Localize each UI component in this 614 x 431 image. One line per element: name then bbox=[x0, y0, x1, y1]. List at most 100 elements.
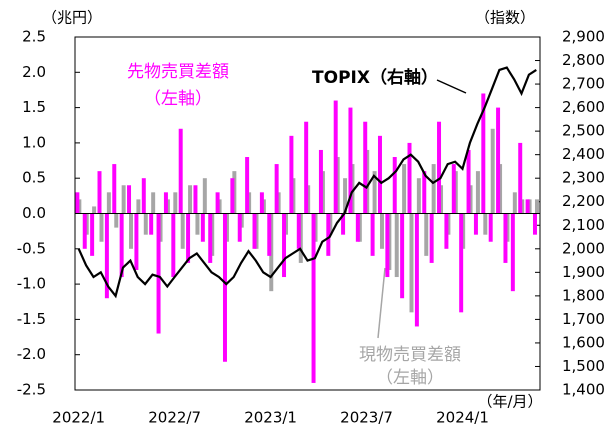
y2-tick-label: 2,200 bbox=[562, 192, 605, 210]
bar bbox=[341, 213, 346, 235]
bar bbox=[274, 164, 279, 214]
bar bbox=[385, 213, 390, 278]
x-unit-label: （年/月） bbox=[477, 393, 542, 411]
annotation: （左軸） bbox=[376, 368, 444, 388]
bar bbox=[119, 213, 124, 278]
bar bbox=[282, 213, 287, 278]
bar bbox=[503, 213, 508, 263]
x-tick-label: 2023/7 bbox=[340, 409, 393, 427]
bar bbox=[121, 185, 126, 214]
annotation: 先物売買差額 bbox=[127, 62, 229, 82]
bar bbox=[259, 192, 264, 214]
x-tick-label: 2022/7 bbox=[148, 409, 201, 427]
bar bbox=[141, 178, 146, 214]
y-tick-label: 1.5 bbox=[22, 98, 46, 116]
y2-tick-label: 1,500 bbox=[562, 357, 605, 375]
bar bbox=[171, 213, 176, 278]
line bbox=[77, 66, 537, 299]
bar bbox=[186, 213, 191, 263]
y2-tick-label: 1,400 bbox=[562, 381, 605, 399]
bar bbox=[230, 178, 235, 214]
y2-tick-label: 2,900 bbox=[562, 28, 605, 46]
bar bbox=[437, 121, 442, 214]
bar bbox=[372, 171, 377, 214]
bar bbox=[129, 213, 134, 249]
bar bbox=[296, 213, 301, 249]
y-tick-label: -2.5 bbox=[17, 381, 46, 399]
bar bbox=[451, 164, 456, 214]
y-tick-label: -1.5 bbox=[17, 310, 46, 328]
bar bbox=[193, 185, 198, 214]
y2-tick-label: 1,700 bbox=[562, 310, 605, 328]
bar bbox=[409, 213, 414, 313]
bar bbox=[188, 185, 193, 214]
bar bbox=[326, 213, 331, 256]
x-tick-label: 2024/1 bbox=[436, 409, 489, 427]
y-unit-label: （兆円） bbox=[42, 9, 102, 27]
bar bbox=[178, 128, 183, 214]
bar bbox=[202, 178, 207, 214]
bar bbox=[92, 206, 97, 214]
y2-tick-label: 2,400 bbox=[562, 145, 605, 163]
y2-tick-label: 1,800 bbox=[562, 286, 605, 304]
annotation: 現物売買差額 bbox=[359, 345, 461, 365]
y-tick-label: -0.5 bbox=[17, 239, 46, 257]
bar bbox=[245, 157, 250, 214]
bar bbox=[267, 213, 272, 256]
bar bbox=[431, 164, 436, 214]
bar bbox=[75, 192, 80, 214]
bar bbox=[180, 213, 185, 249]
bar bbox=[149, 213, 154, 235]
y-tick-label: -1.0 bbox=[17, 275, 46, 293]
bar bbox=[151, 192, 156, 214]
bar bbox=[402, 164, 407, 214]
y2-tick-label: 2,500 bbox=[562, 122, 605, 140]
bar bbox=[208, 213, 213, 263]
y-tick-label: 2.5 bbox=[22, 28, 46, 46]
bar bbox=[136, 199, 141, 214]
bar bbox=[343, 178, 348, 214]
x-tick-label: 2023/1 bbox=[244, 409, 297, 427]
y2-tick-label: 2,000 bbox=[562, 239, 605, 257]
bar bbox=[134, 213, 139, 270]
plot-frame bbox=[74, 36, 541, 391]
y-tick-label: 0.0 bbox=[22, 204, 46, 222]
y2-tick-label: 1,900 bbox=[562, 263, 605, 281]
bar bbox=[106, 192, 111, 214]
bar bbox=[481, 93, 486, 214]
bar bbox=[518, 142, 523, 214]
bar bbox=[407, 142, 412, 214]
bar bbox=[392, 157, 397, 214]
bar bbox=[97, 171, 102, 214]
bar bbox=[483, 213, 488, 235]
bar bbox=[195, 213, 200, 235]
y2-tick-label: 2,600 bbox=[562, 98, 605, 116]
bar bbox=[424, 213, 429, 256]
y2-unit-label: （指数） bbox=[475, 9, 535, 27]
bar bbox=[496, 107, 501, 214]
bar bbox=[459, 213, 464, 313]
bar bbox=[444, 213, 449, 249]
bar bbox=[90, 213, 95, 256]
bar bbox=[156, 213, 161, 334]
bar bbox=[416, 178, 421, 214]
y2-tick-label: 2,100 bbox=[562, 216, 605, 234]
y-tick-label: 0.5 bbox=[22, 169, 46, 187]
bar bbox=[490, 128, 495, 214]
y2-tick-label: 1,600 bbox=[562, 333, 605, 351]
bar bbox=[532, 213, 537, 235]
bar bbox=[173, 192, 178, 214]
bar bbox=[222, 213, 227, 362]
y-tick-label: 2.0 bbox=[22, 63, 46, 81]
bar bbox=[473, 213, 478, 235]
bar bbox=[143, 213, 148, 235]
bar bbox=[525, 199, 530, 214]
y2-tick-label: 2,800 bbox=[562, 51, 605, 69]
bar bbox=[311, 213, 316, 383]
annotation: TOPIX（右軸） bbox=[312, 67, 438, 88]
bar bbox=[400, 213, 405, 299]
bar bbox=[252, 213, 257, 249]
bar bbox=[99, 213, 104, 242]
annotation: （左軸） bbox=[144, 89, 212, 109]
